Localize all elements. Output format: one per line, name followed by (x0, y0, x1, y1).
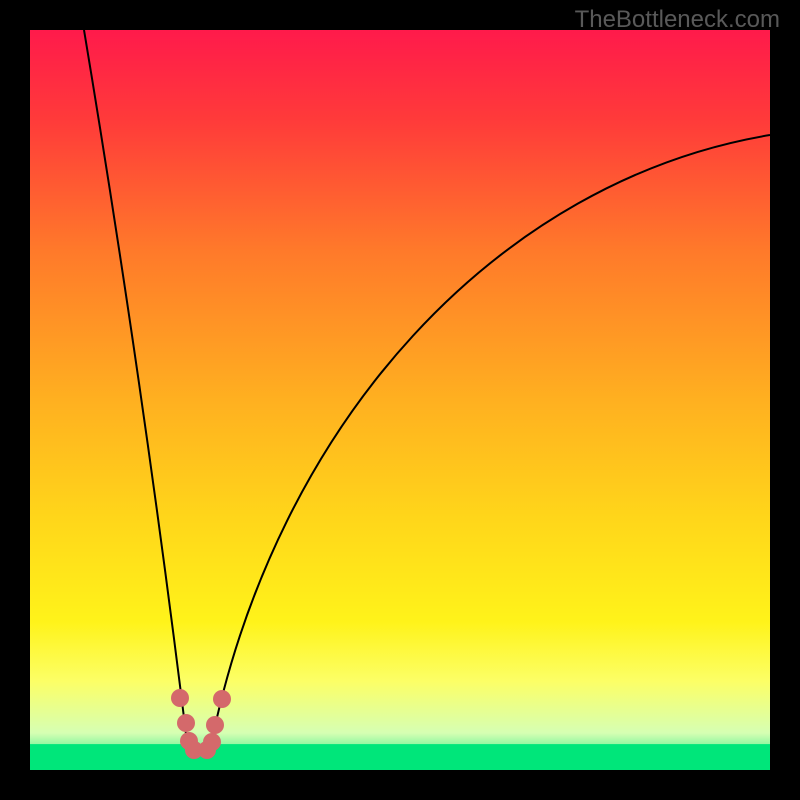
chart-plot-area (30, 30, 770, 770)
marker-point (177, 714, 195, 732)
curve-left (84, 30, 188, 750)
marker-point (203, 733, 221, 751)
marker-point (213, 690, 231, 708)
chart-curves (30, 30, 770, 770)
curve-right (210, 135, 770, 750)
curve-markers (171, 689, 231, 759)
marker-point (206, 716, 224, 734)
watermark-text: TheBottleneck.com (575, 6, 780, 34)
marker-point (171, 689, 189, 707)
